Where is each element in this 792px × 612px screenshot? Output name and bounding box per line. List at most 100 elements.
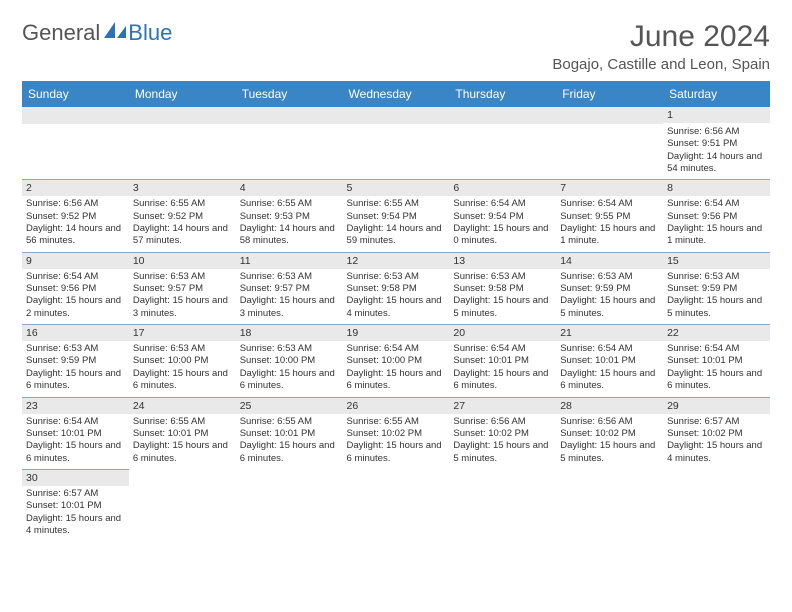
daylight-text: Daylight: 14 hours and 57 minutes. bbox=[133, 223, 232, 248]
location-subtitle: Bogajo, Castille and Leon, Spain bbox=[552, 56, 770, 73]
sunrise-text: Sunrise: 6:55 AM bbox=[240, 416, 339, 428]
sunset-text: Sunset: 9:54 PM bbox=[453, 211, 552, 223]
week-content-row: Sunrise: 6:57 AMSunset: 10:01 PMDaylight… bbox=[22, 486, 770, 541]
sunset-text: Sunset: 10:00 PM bbox=[240, 355, 339, 367]
daylight-text: Daylight: 15 hours and 6 minutes. bbox=[347, 368, 446, 393]
week-number-row: 9101112131415 bbox=[22, 252, 770, 269]
daylight-text: Daylight: 15 hours and 5 minutes. bbox=[453, 295, 552, 320]
day-cell bbox=[236, 124, 343, 179]
day-cell bbox=[556, 124, 663, 179]
day-header: Wednesday bbox=[343, 81, 450, 107]
day-number-cell bbox=[22, 107, 129, 124]
daylight-text: Daylight: 15 hours and 5 minutes. bbox=[453, 440, 552, 465]
sunrise-text: Sunrise: 6:57 AM bbox=[26, 488, 125, 500]
sunrise-text: Sunrise: 6:53 AM bbox=[133, 271, 232, 283]
week-content-row: Sunrise: 6:54 AMSunset: 10:01 PMDaylight… bbox=[22, 414, 770, 469]
sunset-text: Sunset: 9:57 PM bbox=[133, 283, 232, 295]
week-number-row: 16171819202122 bbox=[22, 324, 770, 341]
day-cell: Sunrise: 6:54 AMSunset: 9:54 PMDaylight:… bbox=[449, 196, 556, 251]
day-number-cell bbox=[556, 107, 663, 124]
day-cell bbox=[129, 486, 236, 541]
sunrise-text: Sunrise: 6:57 AM bbox=[667, 416, 766, 428]
day-cell: Sunrise: 6:56 AMSunset: 9:52 PMDaylight:… bbox=[22, 196, 129, 251]
sunrise-text: Sunrise: 6:54 AM bbox=[453, 198, 552, 210]
daylight-text: Daylight: 15 hours and 5 minutes. bbox=[560, 440, 659, 465]
day-number-cell bbox=[449, 107, 556, 124]
daylight-text: Daylight: 15 hours and 6 minutes. bbox=[240, 440, 339, 465]
sunset-text: Sunset: 10:02 PM bbox=[453, 428, 552, 440]
day-cell bbox=[449, 124, 556, 179]
day-cell: Sunrise: 6:55 AMSunset: 9:54 PMDaylight:… bbox=[343, 196, 450, 251]
sunrise-text: Sunrise: 6:55 AM bbox=[240, 198, 339, 210]
sunrise-text: Sunrise: 6:54 AM bbox=[560, 198, 659, 210]
sunrise-text: Sunrise: 6:54 AM bbox=[667, 343, 766, 355]
brand-part2: Blue bbox=[128, 20, 172, 46]
daylight-text: Daylight: 14 hours and 58 minutes. bbox=[240, 223, 339, 248]
sunset-text: Sunset: 10:02 PM bbox=[560, 428, 659, 440]
sunset-text: Sunset: 9:59 PM bbox=[26, 355, 125, 367]
sunrise-text: Sunrise: 6:56 AM bbox=[667, 126, 766, 138]
sunrise-text: Sunrise: 6:53 AM bbox=[240, 343, 339, 355]
daylight-text: Daylight: 15 hours and 6 minutes. bbox=[667, 368, 766, 393]
day-number-cell bbox=[556, 469, 663, 486]
sunrise-text: Sunrise: 6:54 AM bbox=[453, 343, 552, 355]
day-cell: Sunrise: 6:54 AMSunset: 9:55 PMDaylight:… bbox=[556, 196, 663, 251]
calendar-body: 1Sunrise: 6:56 AMSunset: 9:51 PMDaylight… bbox=[22, 107, 770, 541]
day-number-cell: 17 bbox=[129, 324, 236, 341]
sunset-text: Sunset: 9:51 PM bbox=[667, 138, 766, 150]
sunrise-text: Sunrise: 6:53 AM bbox=[347, 271, 446, 283]
day-number-cell: 2 bbox=[22, 179, 129, 196]
sunrise-text: Sunrise: 6:54 AM bbox=[347, 343, 446, 355]
sunrise-text: Sunrise: 6:54 AM bbox=[560, 343, 659, 355]
sunrise-text: Sunrise: 6:53 AM bbox=[453, 271, 552, 283]
brand-logo: General Blue bbox=[22, 20, 172, 46]
day-number-cell: 5 bbox=[343, 179, 450, 196]
daylight-text: Daylight: 15 hours and 4 minutes. bbox=[347, 295, 446, 320]
day-cell: Sunrise: 6:53 AMSunset: 9:58 PMDaylight:… bbox=[449, 269, 556, 324]
day-cell: Sunrise: 6:56 AMSunset: 10:02 PMDaylight… bbox=[449, 414, 556, 469]
day-cell: Sunrise: 6:54 AMSunset: 10:01 PMDaylight… bbox=[449, 341, 556, 396]
page-header: General Blue June 2024 Bogajo, Castille … bbox=[0, 0, 792, 81]
sunset-text: Sunset: 10:00 PM bbox=[133, 355, 232, 367]
day-number-cell bbox=[343, 107, 450, 124]
day-number-cell: 25 bbox=[236, 397, 343, 414]
month-title: June 2024 bbox=[552, 20, 770, 54]
daylight-text: Daylight: 15 hours and 6 minutes. bbox=[26, 440, 125, 465]
day-number-cell: 29 bbox=[663, 397, 770, 414]
day-number-cell: 23 bbox=[22, 397, 129, 414]
day-cell: Sunrise: 6:54 AMSunset: 9:56 PMDaylight:… bbox=[22, 269, 129, 324]
sunset-text: Sunset: 10:01 PM bbox=[26, 428, 125, 440]
day-number-cell: 28 bbox=[556, 397, 663, 414]
sunrise-text: Sunrise: 6:53 AM bbox=[560, 271, 659, 283]
day-cell: Sunrise: 6:54 AMSunset: 10:01 PMDaylight… bbox=[663, 341, 770, 396]
sunset-text: Sunset: 9:53 PM bbox=[240, 211, 339, 223]
daylight-text: Daylight: 15 hours and 2 minutes. bbox=[26, 295, 125, 320]
day-cell bbox=[343, 124, 450, 179]
day-header: Saturday bbox=[663, 81, 770, 107]
day-cell bbox=[22, 124, 129, 179]
daylight-text: Daylight: 15 hours and 6 minutes. bbox=[560, 368, 659, 393]
daylight-text: Daylight: 15 hours and 1 minute. bbox=[667, 223, 766, 248]
day-cell bbox=[449, 486, 556, 541]
day-number-cell: 20 bbox=[449, 324, 556, 341]
day-cell: Sunrise: 6:53 AMSunset: 9:59 PMDaylight:… bbox=[663, 269, 770, 324]
day-number-cell: 6 bbox=[449, 179, 556, 196]
day-header: Thursday bbox=[449, 81, 556, 107]
day-header-row: SundayMondayTuesdayWednesdayThursdayFrid… bbox=[22, 81, 770, 107]
day-cell: Sunrise: 6:55 AMSunset: 10:01 PMDaylight… bbox=[129, 414, 236, 469]
sunset-text: Sunset: 9:59 PM bbox=[667, 283, 766, 295]
sunset-text: Sunset: 10:01 PM bbox=[560, 355, 659, 367]
day-number-cell: 4 bbox=[236, 179, 343, 196]
sunrise-text: Sunrise: 6:56 AM bbox=[26, 198, 125, 210]
sunset-text: Sunset: 9:58 PM bbox=[453, 283, 552, 295]
daylight-text: Daylight: 15 hours and 6 minutes. bbox=[26, 368, 125, 393]
week-number-row: 23242526272829 bbox=[22, 397, 770, 414]
brand-part1: General bbox=[22, 20, 100, 46]
day-cell: Sunrise: 6:53 AMSunset: 9:57 PMDaylight:… bbox=[236, 269, 343, 324]
week-content-row: Sunrise: 6:54 AMSunset: 9:56 PMDaylight:… bbox=[22, 269, 770, 324]
sunset-text: Sunset: 10:02 PM bbox=[347, 428, 446, 440]
sunset-text: Sunset: 9:58 PM bbox=[347, 283, 446, 295]
day-cell: Sunrise: 6:53 AMSunset: 9:57 PMDaylight:… bbox=[129, 269, 236, 324]
daylight-text: Daylight: 15 hours and 4 minutes. bbox=[667, 440, 766, 465]
sunset-text: Sunset: 9:59 PM bbox=[560, 283, 659, 295]
